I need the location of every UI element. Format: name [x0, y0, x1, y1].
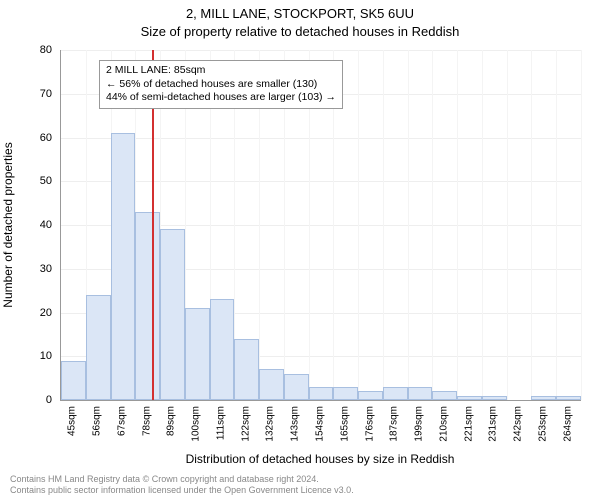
- y-tick-labels: 01020304050607080: [0, 50, 56, 400]
- x-tick-label: 231sqm: [488, 406, 499, 442]
- vgrid: [358, 50, 359, 400]
- y-tick-label: 70: [12, 88, 52, 100]
- footer-attribution: Contains HM Land Registry data © Crown c…: [10, 474, 354, 496]
- vgrid: [383, 50, 384, 400]
- y-tick-label: 60: [12, 132, 52, 144]
- histogram-bar: [160, 229, 185, 400]
- x-tick-label: 143sqm: [290, 406, 301, 442]
- histogram-bar: [111, 133, 136, 400]
- histogram-bar: [432, 391, 457, 400]
- histogram-bar: [86, 295, 111, 400]
- x-tick-label: 210sqm: [438, 406, 449, 442]
- vgrid: [507, 50, 508, 400]
- histogram-bar: [210, 299, 235, 400]
- annotation-line2: ← 56% of detached houses are smaller (13…: [106, 78, 336, 92]
- gridline: [61, 138, 581, 139]
- vgrid: [531, 50, 532, 400]
- x-tick-labels: 45sqm 56sqm 67sqm 78sqm 89sqm 100sqm 111sqm 122…: [60, 404, 580, 454]
- y-tick-label: 10: [12, 350, 52, 362]
- x-tick-label: 165sqm: [339, 406, 350, 442]
- histogram-bar: [284, 374, 309, 400]
- plot-area: 2 MILL LANE: 85sqm ← 56% of detached hou…: [60, 50, 581, 401]
- histogram-bar: [482, 396, 507, 400]
- x-tick-label: 111sqm: [215, 406, 226, 440]
- x-tick-label: 176sqm: [364, 406, 375, 442]
- x-tick-label: 253sqm: [537, 406, 548, 442]
- y-tick-label: 30: [12, 263, 52, 275]
- x-tick-label: 199sqm: [414, 406, 425, 442]
- x-tick-label: 187sqm: [389, 406, 400, 442]
- x-tick-label: 242sqm: [513, 406, 524, 442]
- property-size-chart: 2, MILL LANE, STOCKPORT, SK5 6UU Size of…: [0, 0, 600, 500]
- y-tick-label: 80: [12, 44, 52, 56]
- vgrid: [457, 50, 458, 400]
- vgrid: [581, 50, 582, 400]
- histogram-bar: [333, 387, 358, 400]
- x-tick-label: 221sqm: [463, 406, 474, 442]
- x-tick-label: 100sqm: [191, 406, 202, 442]
- vgrid: [408, 50, 409, 400]
- histogram-bar: [457, 396, 482, 400]
- vgrid: [556, 50, 557, 400]
- histogram-bar: [135, 212, 160, 400]
- histogram-bar: [259, 369, 284, 400]
- x-axis-title: Distribution of detached houses by size …: [60, 452, 580, 466]
- histogram-bar: [383, 387, 408, 400]
- vgrid: [482, 50, 483, 400]
- annotation-line1: 2 MILL LANE: 85sqm: [106, 64, 336, 78]
- x-tick-label: 132sqm: [265, 406, 276, 442]
- histogram-bar: [408, 387, 433, 400]
- y-tick-label: 50: [12, 175, 52, 187]
- histogram-bar: [185, 308, 210, 400]
- y-tick-label: 20: [12, 307, 52, 319]
- chart-title-address: 2, MILL LANE, STOCKPORT, SK5 6UU: [0, 6, 600, 21]
- annotation-line3: 44% of semi-detached houses are larger (…: [106, 91, 336, 105]
- histogram-bar: [234, 339, 259, 400]
- annotation-box: 2 MILL LANE: 85sqm ← 56% of detached hou…: [99, 60, 343, 109]
- footer-line2: Contains public sector information licen…: [10, 485, 354, 496]
- x-tick-label: 122sqm: [240, 406, 251, 442]
- x-tick-label: 78sqm: [141, 406, 152, 436]
- x-tick-label: 56sqm: [92, 406, 103, 436]
- gridline: [61, 50, 581, 51]
- x-tick-label: 154sqm: [315, 406, 326, 442]
- chart-title-description: Size of property relative to detached ho…: [0, 24, 600, 39]
- histogram-bar: [531, 396, 556, 400]
- gridline: [61, 181, 581, 182]
- histogram-bar: [556, 396, 581, 400]
- y-tick-label: 40: [12, 219, 52, 231]
- histogram-bar: [61, 361, 86, 400]
- footer-line1: Contains HM Land Registry data © Crown c…: [10, 474, 354, 485]
- histogram-bar: [358, 391, 383, 400]
- x-tick-label: 89sqm: [166, 406, 177, 436]
- x-tick-label: 264sqm: [562, 406, 573, 442]
- x-tick-label: 45sqm: [67, 406, 78, 436]
- x-tick-label: 67sqm: [116, 406, 127, 436]
- histogram-bar: [309, 387, 334, 400]
- y-tick-label: 0: [12, 394, 52, 406]
- vgrid: [432, 50, 433, 400]
